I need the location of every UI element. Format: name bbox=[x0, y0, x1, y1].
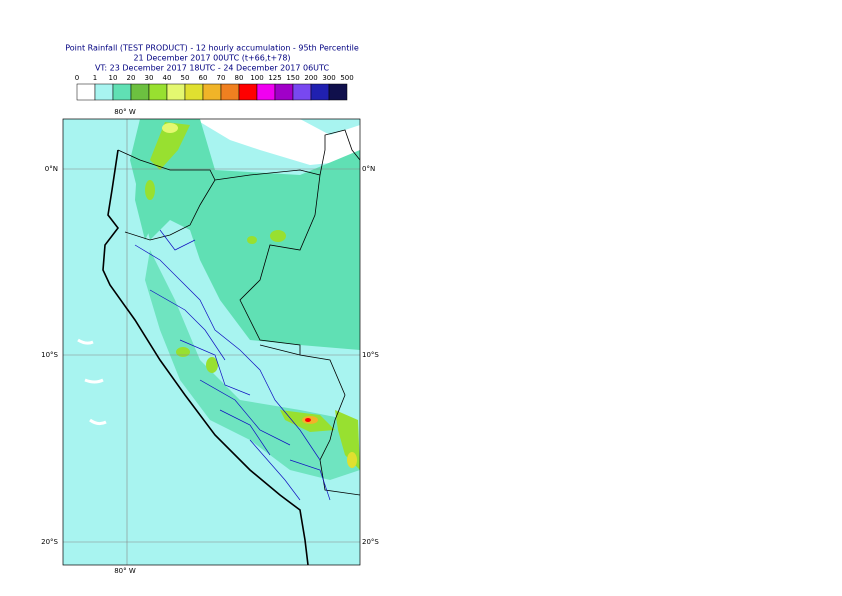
lat-label-left: 10°S bbox=[41, 351, 58, 359]
legend-swatch bbox=[202, 83, 222, 101]
legend-threshold: 500 bbox=[340, 74, 353, 82]
legend-threshold: 40 bbox=[163, 74, 172, 82]
lon-label-top: 80° W bbox=[114, 108, 136, 116]
legend-swatch bbox=[184, 83, 204, 101]
legend-swatch bbox=[292, 83, 312, 101]
legend-threshold: 20 bbox=[127, 74, 136, 82]
legend-swatch bbox=[310, 83, 330, 101]
lat-label-right: 20°S bbox=[362, 538, 379, 546]
legend-swatch bbox=[220, 83, 240, 101]
legend-swatch bbox=[130, 83, 150, 101]
legend-swatch bbox=[112, 83, 132, 101]
legend-threshold: 125 bbox=[268, 74, 281, 82]
legend-swatch bbox=[166, 83, 186, 101]
base-time: 21 December 2017 00UTC (t+66,t+78) bbox=[133, 54, 290, 63]
legend-swatch bbox=[238, 83, 258, 101]
valid-time: VT: 23 December 2017 18UTC - 24 December… bbox=[95, 64, 329, 73]
legend-threshold: 1 bbox=[93, 74, 97, 82]
lat-label-right: 10°S bbox=[362, 351, 379, 359]
legend-threshold: 60 bbox=[199, 74, 208, 82]
lat-labels: 0°N 0°N 10°S 10°S 20°S 20°S bbox=[41, 165, 379, 546]
legend-threshold: 300 bbox=[322, 74, 335, 82]
legend-swatch bbox=[328, 83, 348, 101]
legend-threshold: 70 bbox=[217, 74, 226, 82]
legend-swatch bbox=[256, 83, 276, 101]
legend: 0 1 10 20 30 40 50 60 70 80 100 125 150 200 300 500 bbox=[75, 74, 354, 101]
legend-threshold: 200 bbox=[304, 74, 317, 82]
legend-swatch bbox=[148, 83, 168, 101]
legend-threshold: 150 bbox=[286, 74, 299, 82]
lat-label-right: 0°N bbox=[362, 165, 375, 173]
legend-threshold: 50 bbox=[181, 74, 190, 82]
title: Point Rainfall (TEST PRODUCT) - 12 hourl… bbox=[65, 44, 359, 53]
legend-threshold: 10 bbox=[109, 74, 118, 82]
legend-threshold: 30 bbox=[145, 74, 154, 82]
legend-threshold: 0 bbox=[75, 74, 79, 82]
lon-label-bottom: 80° W bbox=[114, 567, 136, 575]
legend-swatch bbox=[94, 83, 114, 101]
legend-threshold: 100 bbox=[250, 74, 263, 82]
lat-label-left: 0°N bbox=[45, 165, 58, 173]
legend-swatch bbox=[76, 83, 96, 101]
map-area bbox=[63, 119, 360, 565]
lat-label-left: 20°S bbox=[41, 538, 58, 546]
legend-swatch bbox=[274, 83, 294, 101]
legend-threshold: 80 bbox=[235, 74, 244, 82]
